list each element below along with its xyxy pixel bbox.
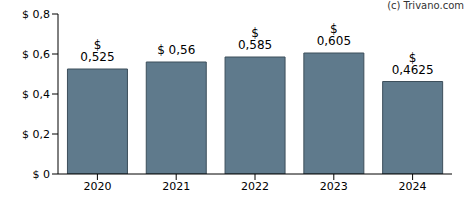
svg-text:2023: 2023 bbox=[320, 180, 348, 193]
svg-text:$0,585: $0,585 bbox=[238, 26, 272, 52]
html-text:(c) Trivano.com: (c) Trivano.com bbox=[387, 0, 464, 11]
svg-text:$ 0: $ 0 bbox=[33, 168, 51, 181]
svg-text:$0,525: $0,525 bbox=[80, 38, 114, 64]
svg-text:$ 0,4: $ 0,4 bbox=[22, 88, 50, 101]
svg-text:2021: 2021 bbox=[162, 180, 190, 193]
svg-text:2022: 2022 bbox=[241, 180, 269, 193]
svg-text:$ 0,8: $ 0,8 bbox=[22, 8, 50, 21]
svg-text:2024: 2024 bbox=[399, 180, 427, 193]
svg-text:2020: 2020 bbox=[83, 180, 111, 193]
svg-text:$ 0,6: $ 0,6 bbox=[22, 48, 50, 61]
svg-text:$0,4625: $0,4625 bbox=[392, 51, 434, 77]
svg-text:$0,605: $0,605 bbox=[317, 22, 351, 48]
svg-text:$ 0,2: $ 0,2 bbox=[22, 128, 50, 141]
svg-text:$ 0,56: $ 0,56 bbox=[157, 43, 195, 57]
